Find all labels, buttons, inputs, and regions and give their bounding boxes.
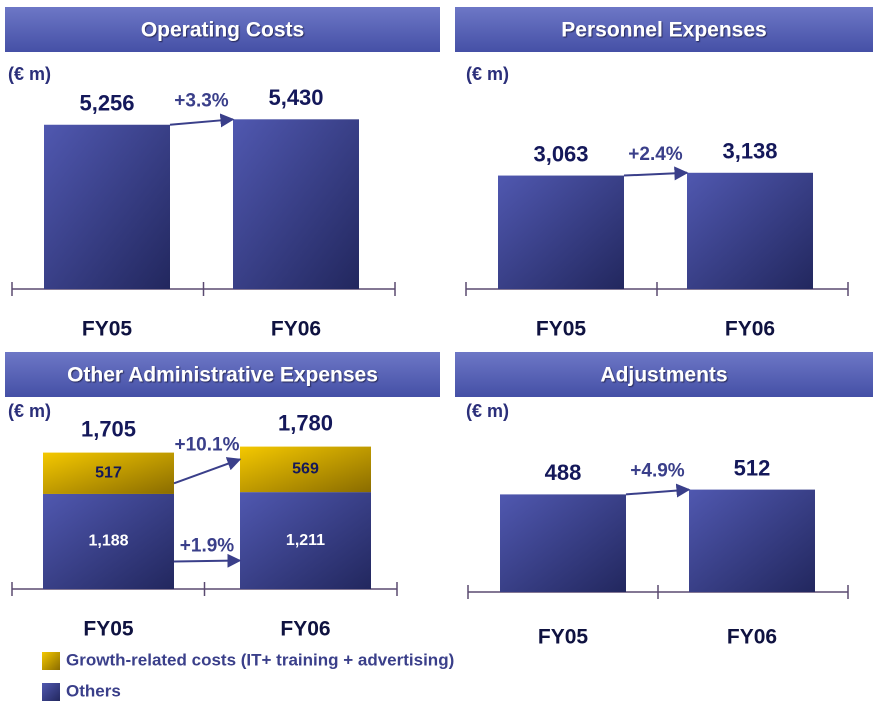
category-label: FY05 (538, 626, 589, 649)
panel-title-bar (455, 7, 873, 52)
segment-label: 1,211 (286, 532, 325, 549)
panel-title: Operating Costs (141, 19, 304, 42)
bar-segment (240, 446, 371, 493)
category-label: FY05 (82, 318, 133, 341)
legend-swatch (42, 652, 60, 670)
segment-label: 517 (95, 464, 122, 481)
bar-segment (240, 492, 371, 589)
unit-label: (€ m) (8, 401, 51, 421)
category-label: FY05 (536, 318, 587, 341)
unit-label: (€ m) (466, 401, 509, 421)
panel-title-bar (455, 352, 873, 397)
panel-title: Personnel Expenses (561, 19, 766, 42)
category-label: FY06 (727, 626, 777, 649)
growth-arrow (169, 113, 235, 128)
growth-arrow (623, 166, 689, 181)
total-label: 1,705 (81, 416, 136, 441)
unit-label: (€ m) (466, 64, 509, 84)
category-label: FY06 (280, 618, 330, 641)
category-label: FY05 (83, 618, 134, 641)
bar (498, 175, 624, 289)
growth-arrow (173, 553, 242, 568)
growth-label: +3.3% (174, 90, 229, 111)
value-label: 512 (734, 455, 771, 480)
bar-segment (43, 452, 174, 494)
panel-title: Adjustments (600, 364, 727, 387)
bar-segment (43, 493, 174, 589)
growth-arrow (625, 483, 691, 498)
panel-title-bar (5, 352, 440, 397)
value-label: 3,138 (722, 139, 777, 164)
value-label: 3,063 (533, 141, 588, 166)
value-label: 5,430 (268, 85, 323, 110)
segment-label: 569 (292, 461, 319, 478)
panel-title-bar (5, 7, 440, 52)
segment-label: 1,188 (88, 533, 128, 550)
unit-label: (€ m) (8, 64, 51, 84)
bar (233, 119, 359, 289)
value-label: 488 (545, 460, 582, 485)
growth-label: +1.9% (180, 536, 235, 557)
bar (687, 172, 813, 289)
bar (44, 124, 170, 289)
total-label: 1,780 (278, 410, 333, 435)
value-label: 5,256 (79, 91, 134, 116)
bar (689, 489, 815, 592)
growth-label: +2.4% (628, 144, 683, 165)
growth-arrow (173, 457, 242, 485)
legend-label: Others (66, 681, 121, 700)
growth-label: +4.9% (630, 461, 685, 482)
growth-label: +10.1% (175, 434, 240, 455)
legend-swatch (42, 683, 60, 701)
category-label: FY06 (271, 318, 321, 341)
bar (500, 494, 626, 592)
legend-label: Growth-related costs (IT+ training + adv… (66, 650, 454, 669)
category-label: FY06 (725, 318, 775, 341)
panel-title: Other Administrative Expenses (67, 364, 378, 387)
